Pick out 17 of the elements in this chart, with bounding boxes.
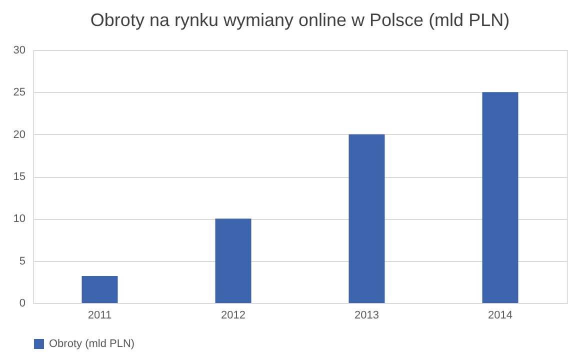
bar [348,134,385,303]
y-tick-label: 15 [13,171,26,183]
y-tick-label: 5 [19,255,26,268]
x-tick-label: 2014 [488,310,512,322]
y-tick-label: 10 [13,213,26,226]
y-tick-label: 20 [13,128,26,141]
bar [482,92,518,303]
bar [215,218,252,303]
x-tick-label: 2013 [354,310,379,322]
x-tick-label: 2012 [221,310,246,322]
y-tick-label: 0 [19,298,26,310]
legend-label: Obroty (mld PLN) [49,338,135,350]
y-tick-label: 30 [13,44,26,56]
x-tick-label: 2011 [88,310,112,322]
bar [82,276,118,303]
y-tick-label: 25 [13,86,26,99]
chart-title: Obroty na rynku wymiany online w Polsce (mld PLN) [90,10,510,30]
